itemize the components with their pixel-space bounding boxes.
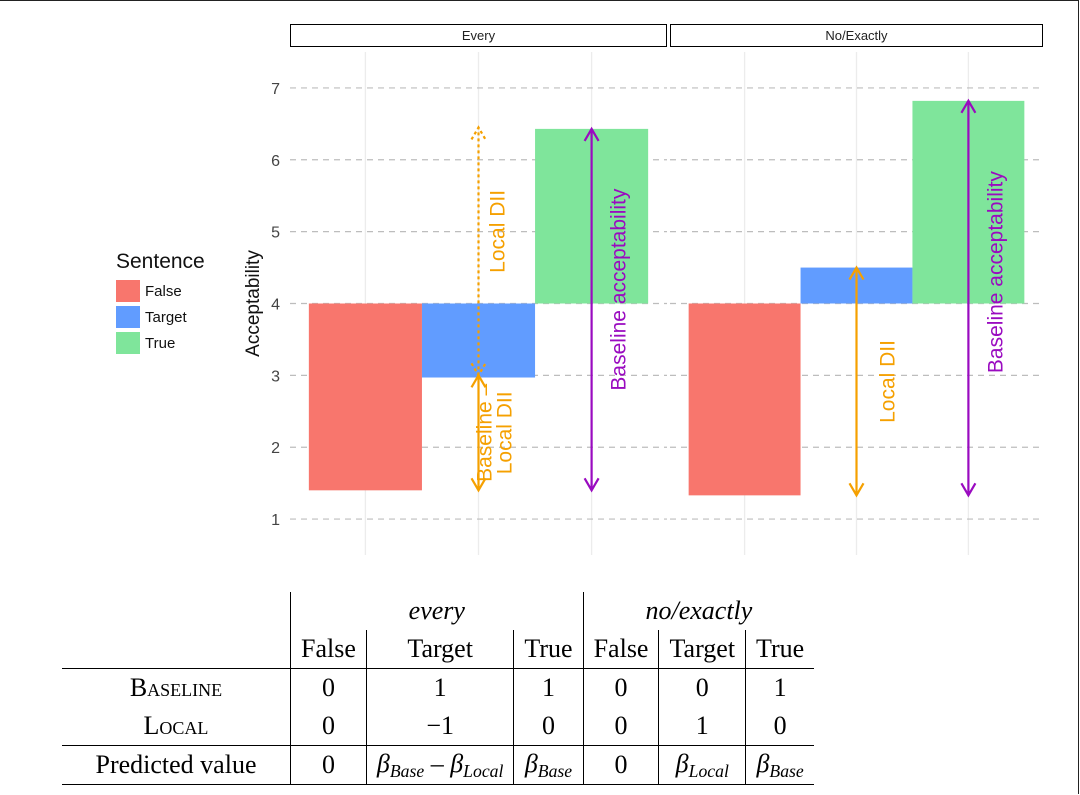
arrow-head xyxy=(960,98,977,114)
table-cell: 0 xyxy=(582,668,659,707)
table-cell: 0 xyxy=(658,668,746,707)
table-header-corner xyxy=(62,630,291,669)
arrow-head xyxy=(470,477,487,493)
table-col-header: True xyxy=(745,630,815,669)
arrow-head xyxy=(470,125,487,141)
table-cell: 0 xyxy=(290,707,367,746)
table-cell: 0 xyxy=(745,707,815,746)
table-row-label-local: Local xyxy=(143,711,209,740)
table-cell: 1 xyxy=(365,668,514,707)
table-cell: 0 xyxy=(513,707,584,746)
predictor-table: every no/exactly False Target True False… xyxy=(62,592,815,785)
beta-subscript: Local xyxy=(463,760,504,781)
annotation-label: Baseline acceptability xyxy=(984,171,1007,373)
table-cell: 1 xyxy=(658,707,746,746)
table-group-row: every no/exactly xyxy=(62,592,815,630)
legend-key-true xyxy=(116,332,140,354)
arrow-head xyxy=(583,477,600,493)
table-col-header: Target xyxy=(658,630,746,669)
annotation-label-line: Baseline – xyxy=(474,383,497,481)
legend-key-false xyxy=(116,280,140,302)
table-corner-cell xyxy=(62,592,291,630)
y-tick-label: 2 xyxy=(271,440,280,457)
beta-subscript: Base xyxy=(537,760,573,781)
y-tick-label: 7 xyxy=(271,81,280,98)
legend-item-false: False xyxy=(116,278,205,304)
y-tick-label: 4 xyxy=(271,297,280,314)
legend-label-false: False xyxy=(145,282,182,300)
beta-symbol: β xyxy=(376,748,390,778)
minus-operator: – xyxy=(424,748,451,778)
predicted-zero: 0 xyxy=(614,750,628,779)
arrow-head xyxy=(848,482,865,498)
table-cell: 0 xyxy=(290,668,367,707)
arrow-head xyxy=(583,126,600,142)
table-cell: 1 xyxy=(745,668,815,707)
facet-strip-no-exactly: No/Exactly xyxy=(670,24,1043,47)
facet-label-no-exactly: No/Exactly xyxy=(825,28,888,43)
beta-subscript: Base xyxy=(769,760,804,781)
legend-key-target xyxy=(116,306,140,328)
table-row-label-baseline: Baseline xyxy=(62,668,291,707)
arrow-head xyxy=(470,373,487,388)
annotation-label-line: Local DII xyxy=(877,340,900,423)
beta-symbol: β xyxy=(524,748,538,778)
legend-label-true: True xyxy=(145,334,176,352)
legend: Sentence False Target True xyxy=(116,250,205,356)
y-axis-title: Acceptability xyxy=(243,250,264,357)
y-tick-label: 5 xyxy=(271,225,280,242)
annotation-label: Baseline acceptability xyxy=(608,188,631,390)
table-cell-predicted: βBase xyxy=(513,745,584,785)
table-row-local: Local 0 −1 0 0 1 0 xyxy=(62,707,815,746)
table-cell-predicted: 0 xyxy=(582,745,659,785)
y-tick-label: 1 xyxy=(271,512,280,529)
table-cell-predicted: βLocal xyxy=(658,745,746,785)
arrow-head xyxy=(848,265,865,281)
table-header-row: False Target True False Target True xyxy=(62,630,815,669)
legend-item-target: Target xyxy=(116,304,205,330)
annotation-label-line: Baseline acceptability xyxy=(984,171,1007,373)
legend-label-target: Target xyxy=(145,308,187,326)
table-cell: −1 xyxy=(365,707,514,746)
table-col-header: False xyxy=(290,630,367,669)
bar-no-exactly-false xyxy=(688,303,801,496)
beta-symbol: β xyxy=(675,748,689,778)
table-cell: 1 xyxy=(513,668,584,707)
bar-every-false xyxy=(308,303,422,491)
legend-item-true: True xyxy=(116,330,205,356)
annotation-label: Baseline –Local DII xyxy=(474,383,517,481)
arrow-head xyxy=(960,482,977,498)
y-tick-label: 3 xyxy=(271,368,280,385)
table-cell-predicted: βBase – βLocal xyxy=(365,745,514,785)
table-col-header: Target xyxy=(365,630,514,669)
beta-subscript: Local xyxy=(688,760,729,781)
table-group-no-exactly: no/exactly xyxy=(582,592,815,630)
beta-symbol: β xyxy=(756,748,770,778)
table-row-predicted: Predicted value 0 βBase – βLocal βBase 0… xyxy=(62,745,815,785)
beta-subscript: Base xyxy=(389,760,425,781)
annotation-label-line: Local DII xyxy=(487,190,510,273)
table-cell: 0 xyxy=(582,707,659,746)
predicted-zero: 0 xyxy=(321,750,335,779)
annotation-label: Local DII xyxy=(487,190,510,273)
annotation-label-line: Baseline acceptability xyxy=(608,188,631,390)
table-group-every: every xyxy=(290,592,584,630)
beta-symbol: β xyxy=(450,748,464,778)
facet-label-every: Every xyxy=(461,28,496,43)
table-col-header: False xyxy=(582,630,659,669)
legend-title: Sentence xyxy=(116,250,205,273)
y-tick-label: 6 xyxy=(271,153,280,170)
table-cell-predicted: βBase xyxy=(745,745,815,785)
facet-strip-every: Every xyxy=(290,24,667,47)
table-cell-predicted: 0 xyxy=(290,745,367,785)
bar-every-target xyxy=(421,303,536,378)
table-row-label-predicted: Predicted value xyxy=(62,745,291,785)
table-col-header: True xyxy=(513,630,584,669)
annotation-label-line: Local DII xyxy=(494,391,517,474)
table-row-baseline: Baseline 0 1 1 0 0 1 xyxy=(62,668,815,707)
annotation-label: Local DII xyxy=(877,340,900,423)
